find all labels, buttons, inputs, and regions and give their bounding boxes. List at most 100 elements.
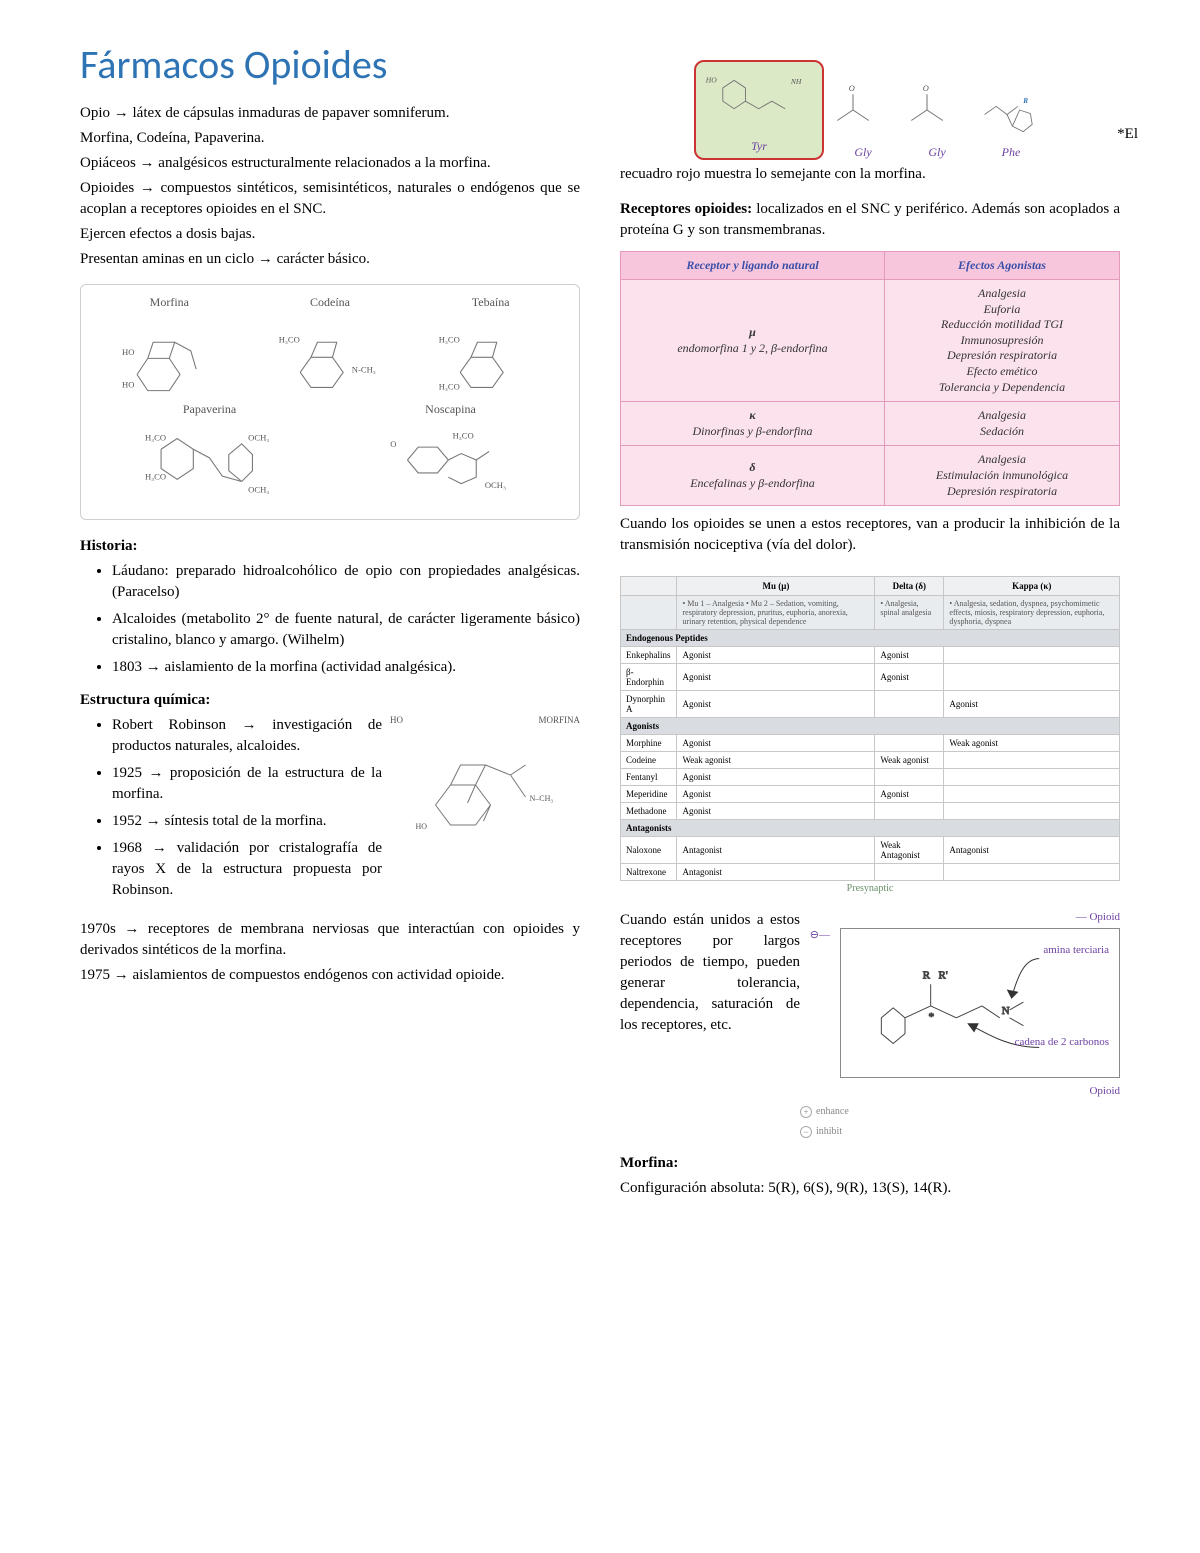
tolerance-paragraph-block: — Opioid R R' N (620, 910, 1120, 1139)
tail-line: 1975 → aislamientos de compuestos endóge… (80, 965, 580, 986)
structure-cell: Codeína H₃CO N-CH₃ (250, 295, 411, 396)
clin-cell: Naltrexone (621, 864, 677, 881)
svg-text:R: R (1022, 97, 1028, 105)
clin-cell (875, 769, 944, 786)
receptores-intro: Receptores opioides: localizados en el S… (620, 199, 1120, 241)
svg-text:OCH₃: OCH₃ (248, 484, 269, 494)
alkaloid-structures-panel: Morfina HOHO Codeína H₃CON-CH₃ Tebaína H… (80, 284, 580, 520)
structure-label: Codeína (250, 295, 411, 310)
structure-morfina: HO HO (89, 310, 250, 396)
svg-text:HO: HO (122, 347, 134, 357)
clin-desc: • Mu 1 – Analgesia • Mu 2 – Sedation, vo… (677, 596, 875, 630)
structure-cell: Morfina HO HO (89, 295, 250, 396)
clin-cell: Agonist (944, 691, 1120, 718)
clin-cell: Weak agonist (875, 752, 944, 769)
clin-cell: Morphine (621, 735, 677, 752)
clin-cell: Weak Antagonist (875, 837, 944, 864)
clin-desc (621, 596, 677, 630)
svg-text:R: R (923, 969, 931, 981)
clin-cell: β-Endorphin (621, 664, 677, 691)
structure-tebaina: H₃COH₃CO (410, 310, 571, 396)
receptor-cell: κDinorfinas y β-endorfina (621, 402, 885, 446)
legend-inhibit: −inhibit (800, 1125, 1120, 1139)
ho-label: HO (705, 75, 717, 84)
svg-text:N-CH₃: N-CH₃ (352, 364, 376, 374)
historia-list: Láudano: preparado hidroalcohólico de op… (80, 561, 580, 678)
intro-line: Morfina, Codeína, Papaverina. (80, 128, 580, 149)
svg-text:*: * (929, 1010, 934, 1022)
clin-cell (944, 803, 1120, 820)
svg-text:OCH₃: OCH₃ (485, 480, 506, 490)
enkephalin-peptide-diagram: HO NH Tyr OGly OGly RPhe *El (620, 40, 1120, 160)
clin-cell: Antagonist (677, 837, 875, 864)
clin-cell: Weak agonist (677, 752, 875, 769)
asterisk-note: *El (1117, 126, 1138, 143)
clin-cell: Antagonist (944, 837, 1120, 864)
page: Fármacos Opioides Opio → látex de cápsul… (0, 0, 1200, 1553)
svg-text:HO: HO (122, 379, 134, 389)
effect-cell: AnalgesiaEuforiaReducción motilidad TGII… (885, 280, 1120, 402)
clin-cell: Agonist (677, 647, 875, 664)
clin-group-title: Agonists (621, 718, 1120, 735)
intro-line: Opiáceos → analgésicos estructuralmente … (80, 153, 580, 174)
clin-cell: Agonist (677, 735, 875, 752)
aa-label: Gly (928, 145, 945, 159)
pharmacophore-diagram: R R' N * (840, 928, 1120, 1078)
clin-group-title: Antagonists (621, 820, 1120, 837)
svg-text:N–CH₃: N–CH₃ (529, 794, 553, 803)
clin-cell (944, 752, 1120, 769)
list-item: Láudano: preparado hidroalcohólico de op… (112, 561, 580, 603)
svg-text:O: O (922, 84, 928, 93)
clin-desc: • Analgesia, sedation, dyspnea, psychomi… (944, 596, 1120, 630)
clin-cell: Agonist (677, 786, 875, 803)
clin-cell: Codeine (621, 752, 677, 769)
morphine-structure-inset: HOMORFINA N–CH₃HO (390, 715, 580, 865)
clin-cell: Agonist (677, 691, 875, 718)
clin-cell (944, 786, 1120, 803)
aa-label: Tyr (751, 139, 767, 154)
list-item: 1803 → aislamiento de la morfina (activi… (112, 657, 580, 678)
clin-cell (875, 803, 944, 820)
amine-label: amina terciaria (1043, 943, 1109, 958)
clin-cell: Fentanyl (621, 769, 677, 786)
svg-text:H₃CO: H₃CO (145, 433, 166, 443)
structure-cell: Noscapina OH₃COOCH₃ (330, 402, 571, 503)
aa-cell: OGly (828, 75, 898, 160)
morfina-heading: Morfina: (620, 1155, 1120, 1172)
clin-cell: Enkephalins (621, 647, 677, 664)
clin-th (621, 577, 677, 596)
clin-cell (944, 864, 1120, 881)
clin-cell (944, 647, 1120, 664)
aa-cell: R Phe (976, 75, 1046, 160)
page-title: Fármacos Opioides (80, 40, 580, 89)
aa-label: Phe (1002, 145, 1021, 159)
svg-text:O: O (848, 84, 854, 93)
clin-desc: • Analgesia, spinal analgesia (875, 596, 944, 630)
receptor-table: Receptor y ligando natural Efectos Agoni… (620, 251, 1120, 506)
structure-papaverina: H₃COH₃COOCH₃OCH₃ (89, 417, 330, 503)
clin-cell (944, 769, 1120, 786)
clin-th: Kappa (κ) (944, 577, 1120, 596)
morfina-config: Configuración absoluta: 5(R), 6(S), 9(R)… (620, 1178, 1120, 1199)
clin-cell: Naloxone (621, 837, 677, 864)
clin-cell: Agonist (875, 647, 944, 664)
clinical-table: Mu (μ) Delta (δ) Kappa (κ) • Mu 1 – Anal… (620, 576, 1120, 881)
aa-cell: O Gly (902, 75, 972, 160)
clin-cell: Agonist (875, 786, 944, 803)
clin-th: Mu (μ) (677, 577, 875, 596)
peptide-caption: recuadro rojo muestra lo semejante con l… (620, 164, 1120, 185)
left-column: Fármacos Opioides Opio → látex de cápsul… (80, 40, 580, 990)
nh-label: NH (790, 77, 802, 86)
structure-label: Morfina (89, 295, 250, 310)
clin-group-title: Endogenous Peptides (621, 630, 1120, 647)
structure-label: Noscapina (330, 402, 571, 417)
legend-enhance: +enhance (800, 1105, 1120, 1119)
receptor-cell: δEncefalinas y β-endorfina (621, 446, 885, 506)
list-item: Alcaloides (metabolito 2° de fuente natu… (112, 609, 580, 651)
structure-noscapina: OH₃COOCH₃ (330, 417, 571, 503)
svg-text:H₃CO: H₃CO (278, 334, 299, 344)
tail-line: 1970s → receptores de membrana nerviosas… (80, 919, 580, 961)
estructura-heading: Estructura química: (80, 692, 580, 709)
tyr-highlight-box: HO NH Tyr (694, 60, 824, 160)
clin-cell: Agonist (677, 664, 875, 691)
